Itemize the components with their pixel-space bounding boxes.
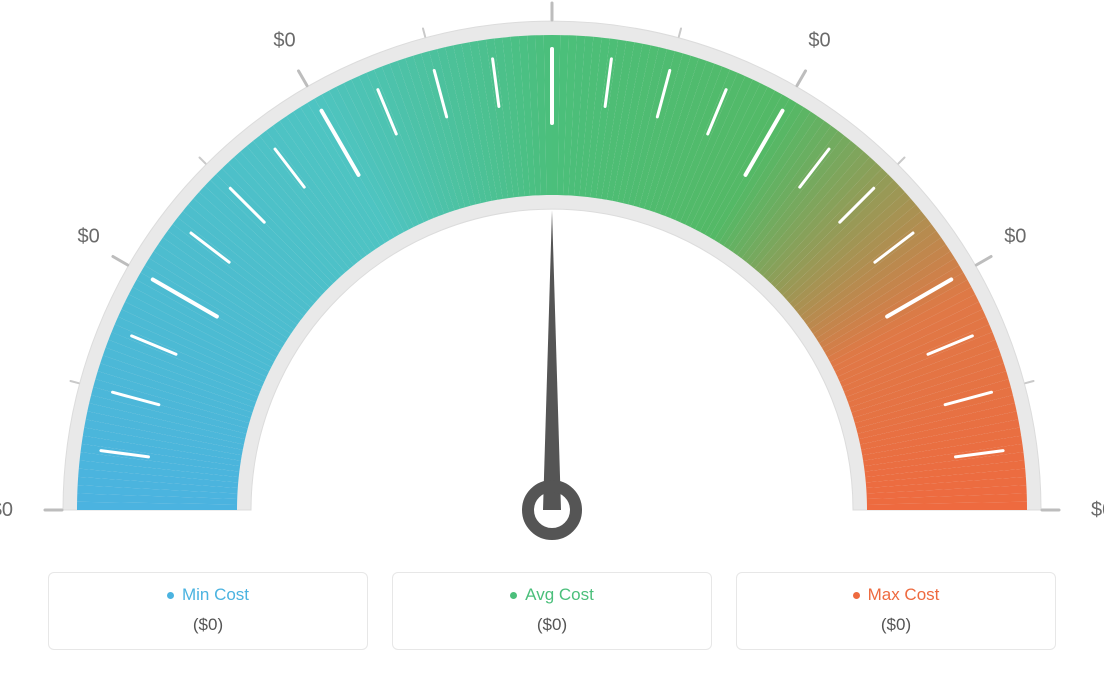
gauge-tick-label: $0	[1004, 226, 1026, 248]
gauge-chart: $0$0$0$0$0$0$0	[0, 0, 1104, 560]
legend-label: Max Cost	[868, 585, 940, 605]
gauge-svg: $0$0$0$0$0$0$0	[0, 0, 1104, 560]
gauge-tick-label: $0	[0, 499, 13, 521]
legend-dot	[167, 592, 174, 599]
legend-title: Avg Cost	[510, 585, 594, 605]
legend-value: ($0)	[49, 615, 367, 635]
max-cost-box: Max Cost ($0)	[736, 572, 1056, 650]
legend-value: ($0)	[393, 615, 711, 635]
avg-cost-box: Avg Cost ($0)	[392, 572, 712, 650]
gauge-tick-label: $0	[808, 30, 830, 52]
legend-dot	[510, 592, 517, 599]
legend-title: Min Cost	[167, 585, 249, 605]
legend-title: Max Cost	[853, 585, 940, 605]
legend-label: Avg Cost	[525, 585, 594, 605]
legend-label: Min Cost	[182, 585, 249, 605]
legend-dot	[853, 592, 860, 599]
min-cost-box: Min Cost ($0)	[48, 572, 368, 650]
legend-value: ($0)	[737, 615, 1055, 635]
cost-gauge-widget: $0$0$0$0$0$0$0 Min Cost($0)Avg Cost($0)M…	[0, 0, 1104, 690]
gauge-tick-label: $0	[273, 30, 295, 52]
gauge-tick-label: $0	[1091, 499, 1104, 521]
legend-row: Min Cost ($0) Avg Cost ($0) Max Cost ($0)	[0, 572, 1104, 650]
gauge-tick-label: $0	[78, 226, 100, 248]
